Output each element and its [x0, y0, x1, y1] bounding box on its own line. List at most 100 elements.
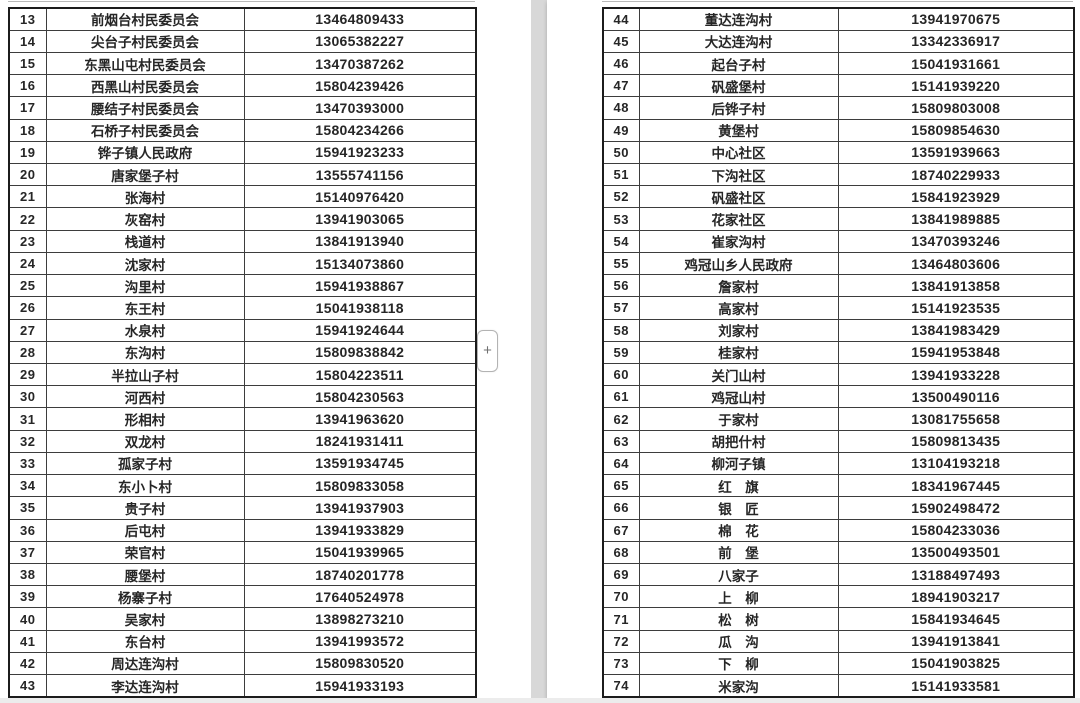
contact-table-right: 44 董达连沟村 13941970675 45 大达连沟村 13342336917 46 起台…: [602, 7, 1075, 698]
table-row: 48 后铧子村 15809803008: [602, 96, 1075, 120]
expand-button[interactable]: +: [477, 330, 498, 372]
row-number-cell: 13: [8, 7, 47, 31]
table-row: 22 灰窑村 13941903065: [8, 207, 477, 231]
org-name-cell: 鸡冠山乡人民政府: [638, 251, 839, 276]
table-row: 64 柳河子镇 13104193218: [602, 451, 1075, 476]
org-name-cell: 前烟台村民委员会: [45, 7, 245, 31]
row-number-cell: 15: [8, 51, 47, 76]
table-row: 17 腰结子村民委员会 13470393000: [8, 96, 477, 120]
org-name-cell: 胡把什村: [638, 429, 839, 453]
org-name-cell: 八家子: [638, 562, 839, 587]
row-number-cell: 34: [8, 474, 47, 498]
table-row: 57 高家村 15141923535: [602, 296, 1075, 320]
row-number-cell: 37: [8, 540, 47, 564]
phone-number-cell: 15809830520: [243, 651, 477, 676]
table-row: 41 东台村 13941993572: [8, 629, 477, 653]
phone-number-cell: 13941993572: [243, 629, 477, 653]
table-row: 14 尖台子村民委员会 13065382227: [8, 29, 477, 53]
org-name-cell: 矾盛堡村: [638, 74, 839, 98]
phone-number-cell: 15809803008: [837, 96, 1075, 120]
phone-number-cell: 15804234266: [243, 118, 477, 142]
table-row: 35 贵子村 13941937903: [8, 496, 477, 520]
org-name-cell: 瓜 沟: [638, 629, 839, 653]
phone-number-cell: 18740201778: [243, 562, 477, 587]
row-number-cell: 61: [602, 385, 640, 409]
org-name-cell: 鸡冠山村: [638, 385, 839, 409]
table-row: 38 腰堡村 18740201778: [8, 562, 477, 587]
org-name-cell: 东王村: [45, 296, 245, 320]
org-name-cell: 大达连沟村: [638, 29, 839, 53]
table-row: 59 桂家村 15941953848: [602, 340, 1075, 365]
table-row: 47 矾盛堡村 15141939220: [602, 74, 1075, 98]
row-number-cell: 30: [8, 385, 47, 409]
row-number-cell: 59: [602, 340, 640, 365]
org-name-cell: 花家社区: [638, 207, 839, 231]
org-name-cell: 下沟社区: [638, 163, 839, 187]
table-row: 44 董达连沟村 13941970675: [602, 7, 1075, 31]
row-number-cell: 27: [8, 318, 47, 342]
row-number-cell: 72: [602, 629, 640, 653]
row-number-cell: 74: [602, 674, 640, 698]
row-number-cell: 54: [602, 229, 640, 253]
table-row: 42 周达连沟村 15809830520: [8, 651, 477, 676]
org-name-cell: 红 旗: [638, 474, 839, 498]
phone-number-cell: 17640524978: [243, 585, 477, 609]
phone-number-cell: 15941933193: [243, 674, 477, 698]
phone-number-cell: 13104193218: [837, 451, 1075, 476]
row-number-cell: 48: [602, 96, 640, 120]
org-name-cell: 高家村: [638, 296, 839, 320]
org-name-cell: 黄堡村: [638, 118, 839, 142]
phone-number-cell: 15841934645: [837, 607, 1075, 631]
phone-number-cell: 15941953848: [837, 340, 1075, 365]
row-number-cell: 21: [8, 185, 47, 209]
org-name-cell: 灰窑村: [45, 207, 245, 231]
table-row: 27 水泉村 15941924644: [8, 318, 477, 342]
org-name-cell: 周达连沟村: [45, 651, 245, 676]
phone-number-cell: 13941933228: [837, 362, 1075, 387]
org-name-cell: 后屯村: [45, 518, 245, 542]
table-row: 68 前 堡 13500493501: [602, 540, 1075, 564]
row-number-cell: 35: [8, 496, 47, 520]
org-name-cell: 东沟村: [45, 340, 245, 365]
org-name-cell: 孤家子村: [45, 451, 245, 476]
row-number-cell: 70: [602, 585, 640, 609]
row-number-cell: 56: [602, 274, 640, 298]
table-row: 61 鸡冠山村 13500490116: [602, 385, 1075, 409]
phone-number-cell: 13081755658: [837, 407, 1075, 431]
contact-table-left-body: 13 前烟台村民委员会 13464809433 14 尖台子村民委员会 130653822…: [8, 7, 477, 698]
phone-number-cell: 13841913940: [243, 229, 477, 253]
phone-number-cell: 15941924644: [243, 318, 477, 342]
org-name-cell: 东黑山屯村民委员会: [45, 51, 245, 76]
phone-number-cell: 15041903825: [837, 651, 1075, 676]
table-row: 63 胡把什村 15809813435: [602, 429, 1075, 453]
org-name-cell: 东台村: [45, 629, 245, 653]
org-name-cell: 尖台子村民委员会: [45, 29, 245, 53]
org-name-cell: 柳河子镇: [638, 451, 839, 476]
org-name-cell: 张海村: [45, 185, 245, 209]
table-row: 67 棉 花 15804233036: [602, 518, 1075, 542]
table-row: 56 詹家村 13841913858: [602, 274, 1075, 298]
org-name-cell: 贵子村: [45, 496, 245, 520]
phone-number-cell: 13941937903: [243, 496, 477, 520]
bottom-margin: [0, 698, 1080, 703]
phone-number-cell: 13342336917: [837, 29, 1075, 53]
row-number-cell: 22: [8, 207, 47, 231]
table-row: 43 李达连沟村 15941933193: [8, 674, 477, 698]
cut-off-row-line: [8, 1, 475, 2]
org-name-cell: 沟里村: [45, 274, 245, 298]
row-number-cell: 28: [8, 340, 47, 365]
org-name-cell: 双龙村: [45, 429, 245, 453]
phone-number-cell: 15941923233: [243, 140, 477, 165]
table-row: 29 半拉山子村 15804223511: [8, 362, 477, 387]
row-number-cell: 16: [8, 74, 47, 98]
phone-number-cell: 15809813435: [837, 429, 1075, 453]
row-number-cell: 58: [602, 318, 640, 342]
phone-number-cell: 15134073860: [243, 251, 477, 276]
phone-number-cell: 15140976420: [243, 185, 477, 209]
table-row: 54 崔家沟村 13470393246: [602, 229, 1075, 253]
org-name-cell: 米家沟: [638, 674, 839, 698]
table-row: 37 荣官村 15041939965: [8, 540, 477, 564]
phone-number-cell: 13941913841: [837, 629, 1075, 653]
org-name-cell: 形相村: [45, 407, 245, 431]
table-row: 50 中心社区 13591939663: [602, 140, 1075, 165]
